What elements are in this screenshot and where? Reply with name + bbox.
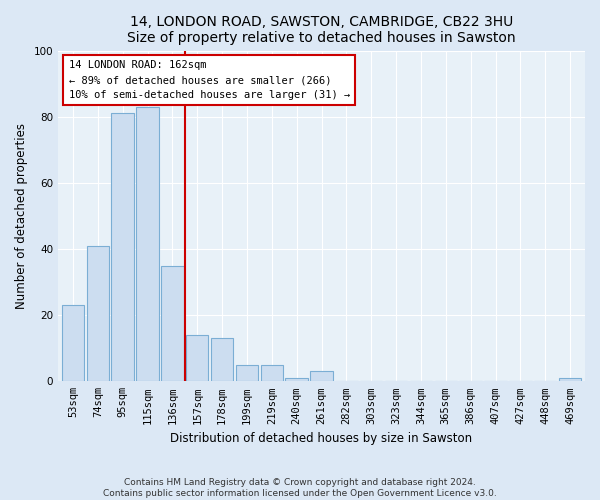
Bar bbox=[161, 266, 184, 382]
Bar bbox=[112, 114, 134, 382]
Bar bbox=[559, 378, 581, 382]
X-axis label: Distribution of detached houses by size in Sawston: Distribution of detached houses by size … bbox=[170, 432, 473, 445]
Bar bbox=[310, 372, 333, 382]
Bar bbox=[86, 246, 109, 382]
Bar bbox=[186, 335, 208, 382]
Title: 14, LONDON ROAD, SAWSTON, CAMBRIDGE, CB22 3HU
Size of property relative to detac: 14, LONDON ROAD, SAWSTON, CAMBRIDGE, CB2… bbox=[127, 15, 516, 45]
Bar bbox=[260, 365, 283, 382]
Text: 14 LONDON ROAD: 162sqm
← 89% of detached houses are smaller (266)
10% of semi-de: 14 LONDON ROAD: 162sqm ← 89% of detached… bbox=[68, 60, 350, 100]
Bar bbox=[236, 365, 258, 382]
Bar bbox=[211, 338, 233, 382]
Text: Contains HM Land Registry data © Crown copyright and database right 2024.
Contai: Contains HM Land Registry data © Crown c… bbox=[103, 478, 497, 498]
Bar bbox=[62, 305, 84, 382]
Y-axis label: Number of detached properties: Number of detached properties bbox=[15, 123, 28, 309]
Bar bbox=[286, 378, 308, 382]
Bar bbox=[136, 107, 159, 382]
